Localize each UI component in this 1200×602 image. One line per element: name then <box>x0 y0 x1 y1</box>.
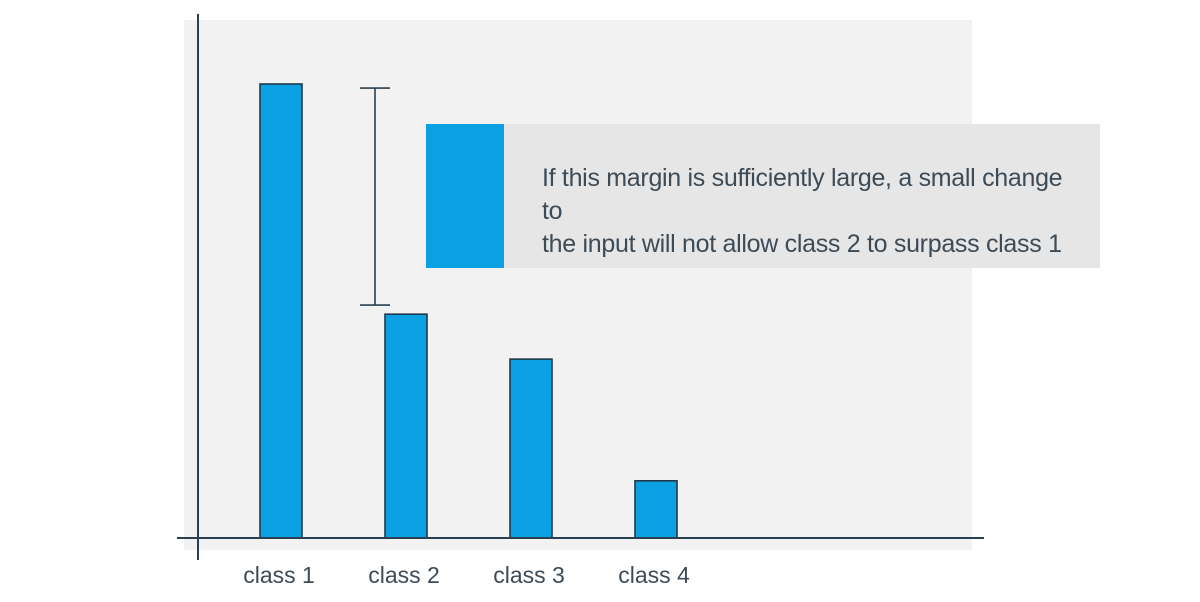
bar-class-3 <box>509 358 553 539</box>
margin-bracket <box>360 87 390 306</box>
x-tick-labels: class 1 class 2 class 3 class 4 <box>243 562 690 588</box>
plot-background <box>184 20 972 550</box>
tick-label-class-4: class 4 <box>618 562 690 588</box>
annotation-text: If this margin is sufficiently large, a … <box>542 162 1082 261</box>
bars-group <box>259 83 678 539</box>
annotation-callout: If this margin is sufficiently large, a … <box>426 124 1100 268</box>
annotation-line-2: the input will not allow class 2 to surp… <box>542 230 1062 258</box>
tick-label-class-1: class 1 <box>243 562 315 588</box>
annotation-line-1: If this margin is sufficiently large, a … <box>542 164 1063 225</box>
bar-class-1 <box>259 83 303 539</box>
tick-label-class-3: class 3 <box>493 562 565 588</box>
annotation-color-swatch <box>426 124 504 268</box>
bar-class-4 <box>634 479 678 539</box>
tick-label-class-2: class 2 <box>368 562 440 588</box>
bar-class-2 <box>384 313 428 539</box>
